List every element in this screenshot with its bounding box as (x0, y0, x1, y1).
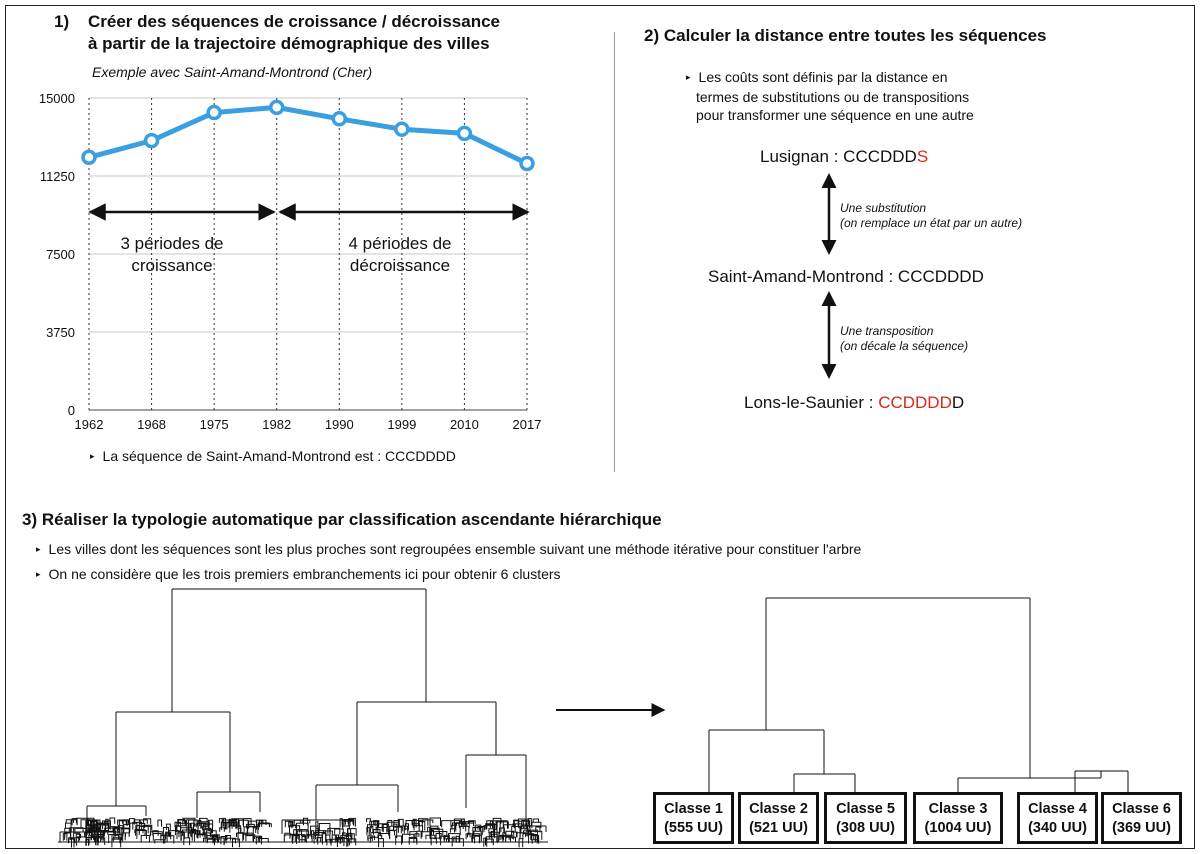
class-5-count: (308 UU) (836, 820, 895, 836)
section2-bullet-line2: termes de substitutions ou de transposit… (696, 89, 970, 105)
growth-label-line1: 3 périodes de (120, 234, 224, 253)
transposition-note-line2: (on décale la séquence) (840, 339, 969, 353)
population-series-line (88, 104, 529, 166)
class-box-5: Classe 5 (308 UU) (824, 792, 907, 844)
x-tick-label: 1975 (200, 417, 229, 432)
class-4-count: (340 UU) (1028, 820, 1087, 836)
class-1-count: (555 UU) (664, 820, 723, 836)
section1-heading-line2: à partir de la trajectoire démographique… (88, 34, 490, 53)
section1-heading-line1: Créer des séquences de croissance / décr… (88, 12, 501, 31)
transposition-note: Une transposition (on décale la séquence… (840, 324, 968, 354)
population-point (143, 132, 160, 149)
population-point (331, 111, 348, 127)
population-point (268, 99, 285, 116)
dendrogram-leaf-cluster (149, 817, 272, 848)
x-tick-label: 1990 (325, 417, 354, 432)
growth-label: 3 périodes de croissance (92, 233, 252, 277)
sequence-lons-diff: CCDDDD (878, 393, 952, 412)
sequence-lons-tail: D (951, 393, 965, 412)
x-tick-label: 1962 (75, 417, 104, 432)
sequence-lusignan: Lusignan : CCCDDDS (760, 147, 928, 167)
y-tick-label: 15000 (39, 91, 75, 106)
class-box-1: Classe 1 (555 UU) (653, 792, 734, 844)
class-box-6: Classe 6 (369 UU) (1101, 792, 1182, 844)
y-tick-label: 0 (68, 403, 75, 418)
section3-bullet2: On ne considère que les trois premiers e… (36, 566, 561, 582)
section1-heading-number: 1) (54, 12, 70, 31)
section2-bullet: Les coûts sont définis par la distance e… (686, 68, 974, 124)
x-tick-label: 1982 (262, 417, 291, 432)
dendrogram-leaf-cluster (283, 817, 357, 847)
x-tick-label: 1999 (387, 417, 416, 432)
section2-bullet-line1: Les coûts sont définis par la distance e… (686, 68, 974, 88)
cut-dendrogram (708, 597, 1129, 792)
sequence-lusignan-diff: S (916, 147, 929, 166)
chart-series (81, 99, 535, 172)
class-1-name: Classe 1 (664, 801, 723, 817)
vertical-separator (614, 32, 615, 472)
sequence-arrows (821, 173, 837, 379)
substitution-note-line2: (on remplace un état par un autre) (840, 216, 1023, 230)
class-6-count: (369 UU) (1112, 820, 1171, 836)
x-tick-label: 1968 (137, 417, 166, 432)
population-point (519, 155, 535, 172)
class-6-name: Classe 6 (1112, 801, 1171, 817)
sequence-lusignan-text: Lusignan : CCCDDD (760, 147, 917, 166)
class-4-name: Classe 4 (1028, 801, 1087, 817)
y-tick-label: 11250 (40, 169, 75, 184)
section3-bullet1: Les villes dont les séquences sont les p… (36, 541, 862, 557)
decline-label: 4 périodes de décroissance (320, 233, 480, 277)
sequence-saint-amand: Saint-Amand-Montrond : CCCDDDD (708, 267, 984, 286)
section1-example: Exemple avec Saint-Amand-Montrond (Cher) (92, 64, 373, 80)
y-tick-label: 3750 (46, 325, 75, 340)
population-point (394, 121, 410, 137)
sequence-lons-text: Lons-le-Saunier : (744, 393, 879, 412)
x-tick-label: 2017 (513, 417, 542, 432)
dendrogram-leaves (58, 817, 548, 848)
substitution-note: Une substitution (on remplace un état pa… (840, 201, 1022, 231)
sequence-lons: Lons-le-Saunier : CCDDDDD (744, 393, 964, 413)
section3-heading: 3) Réaliser la typologie automatique par… (22, 510, 662, 529)
transposition-note-line1: Une transposition (840, 324, 934, 338)
figure-frame (5, 5, 1195, 849)
dendrogram-leaf-cluster (85, 817, 153, 848)
chart-ticks: 0 3750 7500 11250 15000 1962 1968 1975 1982 1990 1… (39, 91, 542, 432)
decline-label-line1: 4 périodes de (348, 234, 452, 253)
class-3-name: Classe 3 (928, 801, 988, 817)
class-2-name: Classe 2 (749, 801, 808, 817)
substitution-note-line1: Une substitution (840, 201, 927, 215)
section1-bullet: La séquence de Saint-Amand-Montrond est … (90, 448, 456, 464)
class-box-2: Classe 2 (521 UU) (738, 792, 819, 844)
chart-grid (88, 97, 528, 411)
section2-heading: 2) Calculer la distance entre toutes les… (644, 26, 1047, 45)
full-dendrogram (59, 588, 547, 842)
population-line-chart: 0 3750 7500 11250 15000 1962 1968 1975 1982 1990 1… (39, 91, 542, 432)
growth-label-line2: croissance (131, 256, 213, 275)
population-point (81, 149, 97, 166)
class-box-4: Classe 4 (340 UU) (1017, 792, 1098, 844)
dendrogram-leaf-cluster (435, 817, 543, 848)
population-point (206, 104, 222, 121)
class-2-count: (521 UU) (749, 820, 808, 836)
decline-label-line2: décroissance (349, 256, 451, 275)
dendrogram-leaf-cluster (366, 817, 444, 848)
y-tick-label: 7500 (46, 247, 75, 262)
population-point (456, 125, 473, 142)
class-5-name: Classe 5 (836, 801, 895, 817)
class-box-3: Classe 3 (1004 UU) (913, 792, 1003, 844)
x-tick-label: 2010 (450, 417, 479, 432)
class-3-count: (1004 UU) (924, 820, 992, 836)
section2-bullet-line3: pour transformer une séquence en une aut… (696, 107, 974, 123)
